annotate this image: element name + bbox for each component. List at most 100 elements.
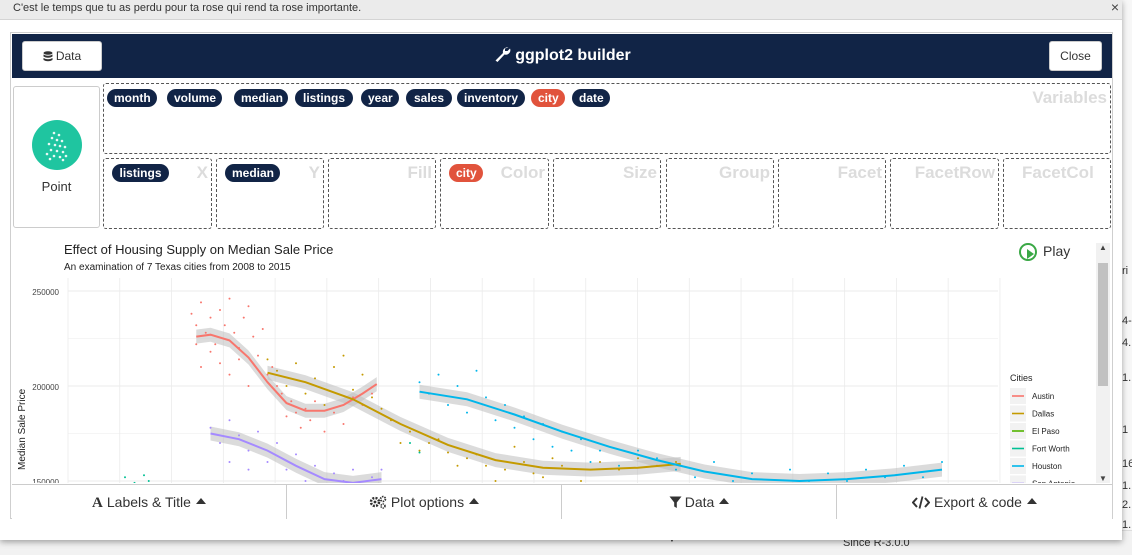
data-point — [304, 392, 307, 395]
modal-title-bar: C'est le temps que tu as perdu pour ta r… — [0, 0, 1122, 20]
labels-title-button[interactable]: A Labels & Title — [12, 485, 287, 519]
dropzone-facetcol[interactable]: FacetCol — [1003, 158, 1111, 229]
y-tick-label: 200000 — [32, 383, 59, 392]
data-button[interactable]: Data — [22, 41, 102, 71]
data-point — [580, 480, 582, 482]
dropzone-facetrow[interactable]: FacetRow — [890, 158, 999, 229]
background-text: 1. — [1122, 372, 1132, 384]
data-point — [466, 457, 468, 460]
variable-pill[interactable]: month — [107, 89, 157, 107]
data-point — [276, 385, 278, 387]
legend-item: El Paso — [1032, 427, 1060, 436]
filter-icon — [669, 496, 682, 508]
export-code-button[interactable]: Export & code — [837, 485, 1112, 519]
data-point — [485, 396, 487, 399]
data-point — [352, 388, 354, 391]
data-point — [195, 343, 198, 346]
data-point — [361, 373, 364, 376]
data-point — [694, 476, 696, 479]
variable-pill[interactable]: median — [234, 89, 288, 107]
variable-pill[interactable]: sales — [406, 89, 452, 107]
dropzone-facet[interactable]: Facet — [778, 158, 886, 229]
scatter-points — [124, 297, 943, 483]
data-point — [266, 373, 269, 376]
data-point — [124, 476, 126, 479]
data-point — [922, 476, 924, 479]
data-point — [713, 461, 715, 463]
data-point — [523, 461, 525, 463]
data-point — [200, 301, 202, 304]
variable-pill[interactable]: city — [531, 89, 565, 107]
data-point — [314, 377, 316, 380]
dropzone-color[interactable]: Color city — [440, 158, 549, 229]
dropzone-y[interactable]: Y median — [216, 158, 324, 229]
data-point — [314, 400, 316, 403]
close-button[interactable]: Close — [1049, 41, 1102, 71]
dropzone-pill[interactable]: median — [225, 164, 280, 182]
data-point — [333, 366, 335, 368]
data-point — [304, 480, 307, 482]
data-point — [333, 411, 335, 414]
variable-pill[interactable]: volume — [167, 89, 222, 107]
plot-scrollbar[interactable]: ▲ ▼ — [1096, 243, 1110, 483]
variables-zone-label: Variables — [1032, 88, 1107, 107]
background-text: 4- — [1122, 315, 1132, 327]
data-point — [223, 324, 226, 327]
dropzone-pill[interactable]: listings — [112, 164, 169, 182]
dropzone-group[interactable]: Group — [666, 158, 774, 229]
dropzone-pill[interactable]: city — [449, 164, 483, 182]
builder-footer: A Labels & Title Plot options Data — [12, 484, 1112, 519]
scrollbar-thumb[interactable] — [1098, 263, 1108, 386]
caret-up-icon — [719, 498, 730, 505]
scroll-up-icon[interactable]: ▲ — [1099, 243, 1107, 252]
dropzone-fill[interactable]: Fill — [328, 158, 436, 229]
close-icon[interactable]: × — [1110, 0, 1119, 15]
dropzone-size[interactable]: Size — [553, 158, 661, 229]
data-point — [380, 407, 383, 410]
background-text: 16 — [1122, 458, 1132, 470]
legend-item: Fort Worth — [1032, 445, 1070, 454]
data-point — [323, 430, 326, 433]
data-point — [133, 481, 136, 483]
plot-options-button[interactable]: Plot options — [287, 485, 562, 519]
data-filter-button[interactable]: Data — [562, 485, 837, 519]
point-geom-icon — [32, 120, 82, 170]
variable-pill[interactable]: year — [361, 89, 399, 107]
variables-zone[interactable]: Variables month volume median listings y… — [103, 83, 1111, 154]
export-code-label: Export & code — [934, 494, 1022, 510]
scatter-chart: Effect of Housing Supply on Median Sale … — [17, 242, 1076, 483]
data-point — [371, 392, 373, 395]
data-point — [228, 419, 231, 422]
background-text: 2. — [1122, 499, 1132, 511]
confidence-band — [419, 384, 942, 483]
dropzone-label: X — [196, 163, 208, 182]
caret-up-icon — [1026, 498, 1037, 505]
data-point — [504, 468, 506, 471]
data-point — [285, 468, 288, 471]
data-point — [475, 369, 478, 372]
dropzone-x[interactable]: X listings — [103, 158, 212, 229]
data-point — [228, 297, 231, 300]
variable-pill[interactable]: inventory — [457, 89, 525, 107]
scroll-down-icon[interactable]: ▼ — [1099, 474, 1107, 483]
geom-selector[interactable]: Point — [13, 86, 100, 228]
data-point — [551, 457, 554, 460]
background-text: 1. — [1122, 519, 1132, 531]
geom-label: Point — [41, 179, 72, 194]
data-point — [228, 373, 231, 376]
data-point — [261, 328, 264, 330]
data-point — [418, 381, 421, 384]
plot-area: Effect of Housing Supply on Median Sale … — [13, 238, 1112, 483]
smooth-line — [210, 432, 382, 483]
smooth-line — [267, 371, 681, 471]
data-point — [257, 354, 259, 357]
data-point — [532, 472, 535, 475]
smooth-line — [196, 333, 378, 412]
labels-title-label: Labels & Title — [106, 494, 191, 510]
variable-pill[interactable]: listings — [295, 89, 353, 107]
variable-pill[interactable]: date — [572, 89, 610, 107]
builder-title: ggplot2 builder — [12, 45, 1112, 65]
data-point — [485, 464, 487, 467]
data-point — [732, 480, 734, 482]
data-point — [295, 453, 297, 456]
